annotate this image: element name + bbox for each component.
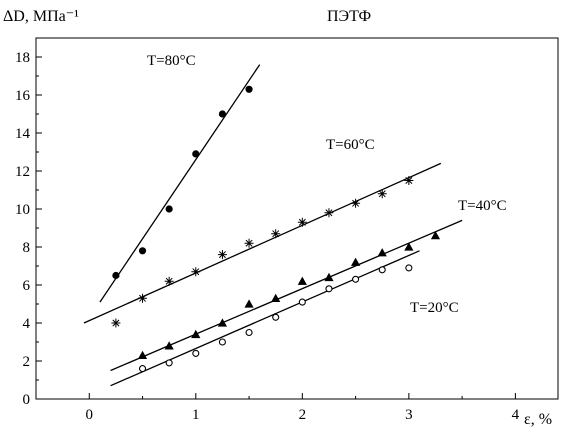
data-point-series-1 [404,176,414,185]
data-point-series-2 [377,248,387,257]
data-point-series-1 [297,217,307,227]
x-axis-label: ε, % [524,411,552,428]
data-point-series-2 [137,350,148,359]
series-label-60: T=60°C [326,137,375,153]
y-tick-label: 18 [15,50,30,66]
data-point-series-3 [325,285,333,293]
y-tick-label: 14 [15,126,31,142]
y-tick-label: 12 [15,164,30,180]
data-point-series-2 [271,293,281,302]
data-point-series-1 [351,198,361,208]
data-point-series-2 [324,272,334,282]
fit-line-series-0 [99,64,261,303]
data-point-series-1 [271,229,281,239]
data-point-series-3 [298,298,306,306]
data-point-series-1 [217,250,227,260]
data-point-series-2 [217,318,228,327]
data-point-series-2 [297,276,307,285]
fit-line-series-3 [110,250,420,387]
fit-line-series-2 [110,219,463,372]
data-point-series-3 [245,328,253,337]
data-point-series-3 [405,264,413,272]
y-tick-label: 8 [23,240,31,256]
data-point-series-2 [430,231,441,240]
chart-title: ПЭТФ [327,8,371,25]
data-point-series-0 [245,85,253,93]
y-axis-label: ΔD, МПа⁻¹ [3,8,79,25]
data-point-series-1 [138,293,148,303]
series-label-40: T=40°C [458,198,507,214]
x-tick-label: 1 [192,407,200,423]
data-point-series-1 [191,267,201,277]
plot-frame [35,37,559,400]
y-tick-label: 2 [23,354,31,370]
data-point-series-3 [378,266,386,274]
y-axis-ticks: 0 2 4 6 8 10 12 14 16 18 [15,50,42,408]
y-tick-label: 10 [15,202,30,218]
data-point-series-1 [244,238,254,248]
x-tick-label: 2 [299,407,307,423]
data-point-series-2 [164,341,174,350]
data-point-series-0 [138,247,147,255]
data-point-series-2 [350,257,361,266]
data-point-series-0 [218,110,227,118]
fit-line-series-1 [83,162,442,324]
series-label-20: T=20°C [410,300,459,316]
data-point-series-1 [324,208,334,218]
y-tick-label: 4 [23,316,31,332]
data-point-series-3 [192,349,200,357]
x-tick-label: 4 [512,407,520,423]
data-point-series-2 [404,242,414,251]
data-point-series-1 [164,276,174,286]
y-tick-label: 0 [23,392,31,408]
data-point-series-3 [218,338,226,346]
y-tick-label: 16 [15,88,31,104]
x-axis-ticks: 0 1 2 3 4 [35,393,520,423]
data-point-series-1 [377,189,387,199]
data-point-series-0 [112,271,120,280]
series-label-80: T=80°C [147,53,196,69]
data-point-series-3 [165,359,173,367]
data-point-series-2 [244,299,254,308]
data-point-series-3 [352,275,360,283]
data-point-series-0 [165,205,173,213]
data-markers [111,85,441,373]
fit-lines [83,64,463,387]
data-point-series-1 [111,318,121,328]
x-tick-label: 0 [86,407,94,423]
y-tick-label: 6 [23,278,31,294]
data-point-series-3 [138,365,147,373]
data-point-series-0 [192,150,200,158]
data-point-series-2 [191,329,201,339]
data-point-series-3 [272,313,280,321]
x-tick-label: 3 [405,407,413,423]
